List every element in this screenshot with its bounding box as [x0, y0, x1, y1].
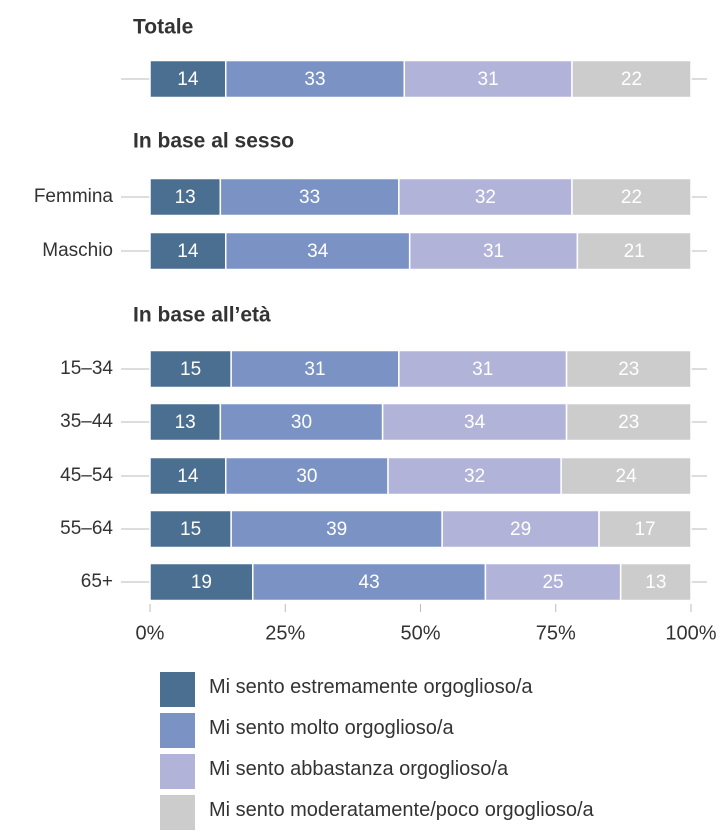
data-label: 17: [634, 519, 655, 540]
tick-label: 0%: [136, 622, 165, 644]
bar-segment: [230, 509, 443, 549]
data-label: 22: [621, 69, 642, 90]
bar-segment: [598, 509, 692, 549]
row-label: 65+: [81, 571, 113, 592]
row-label: 15–34: [60, 358, 113, 379]
data-label: 32: [464, 466, 485, 487]
data-label: 13: [645, 572, 666, 593]
data-label: 43: [359, 572, 380, 593]
bar-segment: [149, 456, 227, 496]
data-label: 15: [180, 519, 201, 540]
data-label: 33: [299, 187, 320, 208]
legend-swatch: [160, 795, 195, 830]
data-label: 24: [616, 466, 638, 487]
data-label: 22: [621, 187, 642, 208]
tick-label: 75%: [536, 622, 576, 644]
data-label: 14: [177, 241, 199, 262]
data-label: 25: [542, 572, 563, 593]
bar-segment: [560, 456, 692, 496]
bar-segment: [565, 402, 692, 442]
legend-label: Mi sento estremamente orgoglioso/a: [209, 676, 533, 698]
data-label: 31: [472, 359, 493, 380]
legend-label: Mi sento abbastanza orgoglioso/a: [209, 758, 509, 780]
data-label: 14: [177, 69, 199, 90]
row-label: 35–44: [60, 411, 113, 432]
data-label: 23: [618, 359, 639, 380]
data-label: 31: [483, 241, 504, 262]
row-label: 45–54: [60, 465, 113, 486]
data-label: 33: [304, 69, 325, 90]
data-label: 29: [510, 519, 531, 540]
bar-segment: [149, 349, 232, 389]
data-label: 31: [304, 359, 325, 380]
data-label: 32: [475, 187, 496, 208]
data-label: 34: [464, 412, 486, 433]
bar-segment: [408, 231, 579, 271]
bar-segment: [565, 349, 692, 389]
bar-segment: [219, 177, 400, 217]
bar-segment: [571, 177, 692, 217]
bar-segment: [224, 456, 389, 496]
bar-segment: [252, 562, 487, 602]
tick-label: 25%: [265, 622, 305, 644]
legend-swatch: [160, 754, 195, 789]
legend-swatch: [160, 713, 195, 748]
bar-segment: [149, 231, 227, 271]
bar-segment: [149, 402, 222, 442]
data-label: 13: [175, 412, 196, 433]
row-label: Maschio: [42, 240, 113, 261]
data-label: 30: [296, 466, 317, 487]
legend-label: Mi sento moderatamente/poco orgoglioso/a: [209, 799, 594, 821]
data-label: 31: [478, 69, 499, 90]
tick-label: 100%: [665, 622, 716, 644]
data-label: 34: [307, 241, 329, 262]
bar-segment: [149, 509, 232, 549]
bar-segment: [224, 59, 406, 99]
data-label: 21: [624, 241, 645, 262]
data-label: 30: [291, 412, 312, 433]
group-title: In base al sesso: [133, 130, 294, 153]
bar-segment: [219, 402, 384, 442]
bar-segment: [230, 349, 400, 389]
bar-segment: [441, 509, 600, 549]
group-title: Totale: [133, 16, 193, 39]
row-label: Femmina: [34, 186, 114, 207]
bar-segment: [576, 231, 692, 271]
bar-segment: [224, 231, 411, 271]
bar-segment: [571, 59, 692, 99]
data-label: 13: [175, 187, 196, 208]
data-label: 39: [326, 519, 347, 540]
data-label: 23: [618, 412, 639, 433]
tick-label: 50%: [400, 622, 440, 644]
bar-segment: [381, 402, 568, 442]
legend-swatch: [160, 672, 195, 707]
stacked-bar-chart: Totale 14 33 31 22 In base al sesso Femmina 13 3…: [34, 16, 717, 645]
data-label: 15: [180, 359, 201, 380]
group-title: In base all’età: [133, 304, 271, 327]
bar-segment: [619, 562, 692, 602]
row-label: 55–64: [60, 518, 113, 539]
data-label: 19: [191, 572, 212, 593]
legend-label: Mi sento molto orgoglioso/a: [209, 717, 454, 739]
data-label: 14: [177, 466, 199, 487]
bar-segment: [403, 59, 573, 99]
bar-segment: [398, 349, 568, 389]
